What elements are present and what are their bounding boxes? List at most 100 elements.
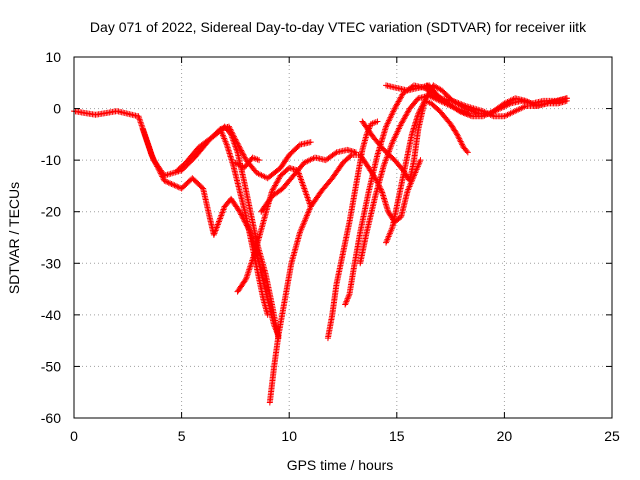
- data-point: [135, 113, 142, 120]
- x-tick-label: 20: [497, 428, 513, 444]
- data-point: [457, 108, 464, 115]
- x-tick-label: 25: [604, 428, 620, 444]
- data-point: [472, 109, 479, 116]
- x-tick-label: 0: [70, 428, 78, 444]
- data-point: [332, 150, 339, 157]
- data-point: [236, 208, 243, 215]
- data-point: [219, 208, 226, 215]
- data-point: [246, 266, 253, 273]
- y-tick-label: -20: [41, 204, 61, 220]
- data-point: [458, 139, 465, 146]
- series-baseline: [71, 108, 314, 182]
- data-point: [463, 111, 470, 118]
- data-point: [342, 301, 349, 308]
- data-point: [456, 137, 463, 144]
- data-point: [216, 216, 223, 223]
- data-point: [158, 172, 165, 179]
- data-point: [374, 118, 381, 125]
- data-point: [177, 184, 184, 191]
- series-track-7: [258, 146, 359, 215]
- data-point: [151, 157, 158, 164]
- data-point: [461, 104, 468, 111]
- data-point: [240, 151, 247, 158]
- data-point: [247, 263, 254, 270]
- data-point: [344, 295, 351, 302]
- data-point: [454, 132, 461, 139]
- data-point: [168, 180, 175, 187]
- data-point: [238, 211, 245, 218]
- data-point: [165, 179, 172, 186]
- data-point: [148, 151, 155, 158]
- series-track-4: [217, 126, 271, 318]
- data-point: [213, 224, 220, 231]
- data-point: [157, 169, 164, 176]
- data-point: [156, 167, 163, 174]
- data-point: [343, 297, 350, 304]
- data-point: [213, 225, 220, 232]
- data-point: [137, 119, 144, 126]
- data-point: [157, 170, 164, 177]
- data-point: [138, 122, 145, 129]
- x-tick-label: 15: [389, 428, 405, 444]
- data-point: [467, 112, 474, 119]
- data-point: [171, 182, 178, 189]
- data-point: [469, 108, 476, 115]
- series-track-12: [383, 97, 471, 246]
- data-point: [211, 230, 218, 237]
- data-point: [155, 166, 162, 173]
- data-point: [343, 298, 350, 305]
- grid-layer: [74, 57, 612, 418]
- x-tick-label: 5: [178, 428, 186, 444]
- data-point: [241, 154, 248, 161]
- tick-layer: 0 5 10 15 20 25 -60 -50 -40 -30 -20 -10 0 10: [41, 49, 620, 444]
- data-point: [457, 138, 464, 145]
- data-point: [563, 95, 570, 102]
- data-point: [468, 107, 475, 114]
- data-point: [244, 271, 251, 278]
- y-tick-label: -30: [41, 255, 61, 271]
- data-point: [345, 294, 352, 301]
- data-point: [214, 221, 221, 228]
- chart-title: Day 071 of 2022, Sidereal Day-to-day VTE…: [90, 19, 587, 35]
- y-tick-label: -60: [41, 410, 61, 426]
- data-point: [218, 211, 225, 218]
- data-point: [245, 269, 252, 276]
- series-track-9: [324, 118, 381, 342]
- data-point: [138, 120, 145, 127]
- data-point: [256, 157, 263, 164]
- data-point: [152, 159, 159, 166]
- data-point: [471, 109, 478, 116]
- data-point: [462, 105, 469, 112]
- data-point: [245, 268, 252, 275]
- y-tick-label: -10: [41, 152, 61, 168]
- data-point: [217, 214, 224, 221]
- data-point: [463, 148, 470, 155]
- data-point: [152, 160, 159, 167]
- data-point: [264, 311, 271, 318]
- data-point: [161, 177, 168, 184]
- data-point: [149, 154, 156, 161]
- series-track-15: [423, 82, 570, 120]
- data-point: [459, 141, 466, 148]
- data-point: [137, 117, 144, 124]
- data-point: [455, 134, 462, 141]
- data-point: [220, 206, 227, 213]
- data-point: [217, 215, 224, 222]
- data-point: [307, 139, 314, 146]
- data-point: [150, 156, 157, 163]
- y-tick-label: -40: [41, 307, 61, 323]
- plot-frame: [73, 56, 613, 419]
- data-point: [169, 181, 176, 188]
- data-point: [149, 153, 156, 160]
- data-point: [456, 135, 463, 142]
- data-point: [162, 178, 169, 185]
- data-point: [246, 265, 253, 272]
- series-track-10: [342, 82, 448, 308]
- y-axis-label: SDTVAR / TECUs: [6, 182, 22, 294]
- data-point: [466, 112, 473, 119]
- data-point: [239, 150, 246, 157]
- data-point: [164, 179, 171, 186]
- data-layer: [71, 82, 570, 406]
- y-tick-label: 10: [45, 49, 61, 65]
